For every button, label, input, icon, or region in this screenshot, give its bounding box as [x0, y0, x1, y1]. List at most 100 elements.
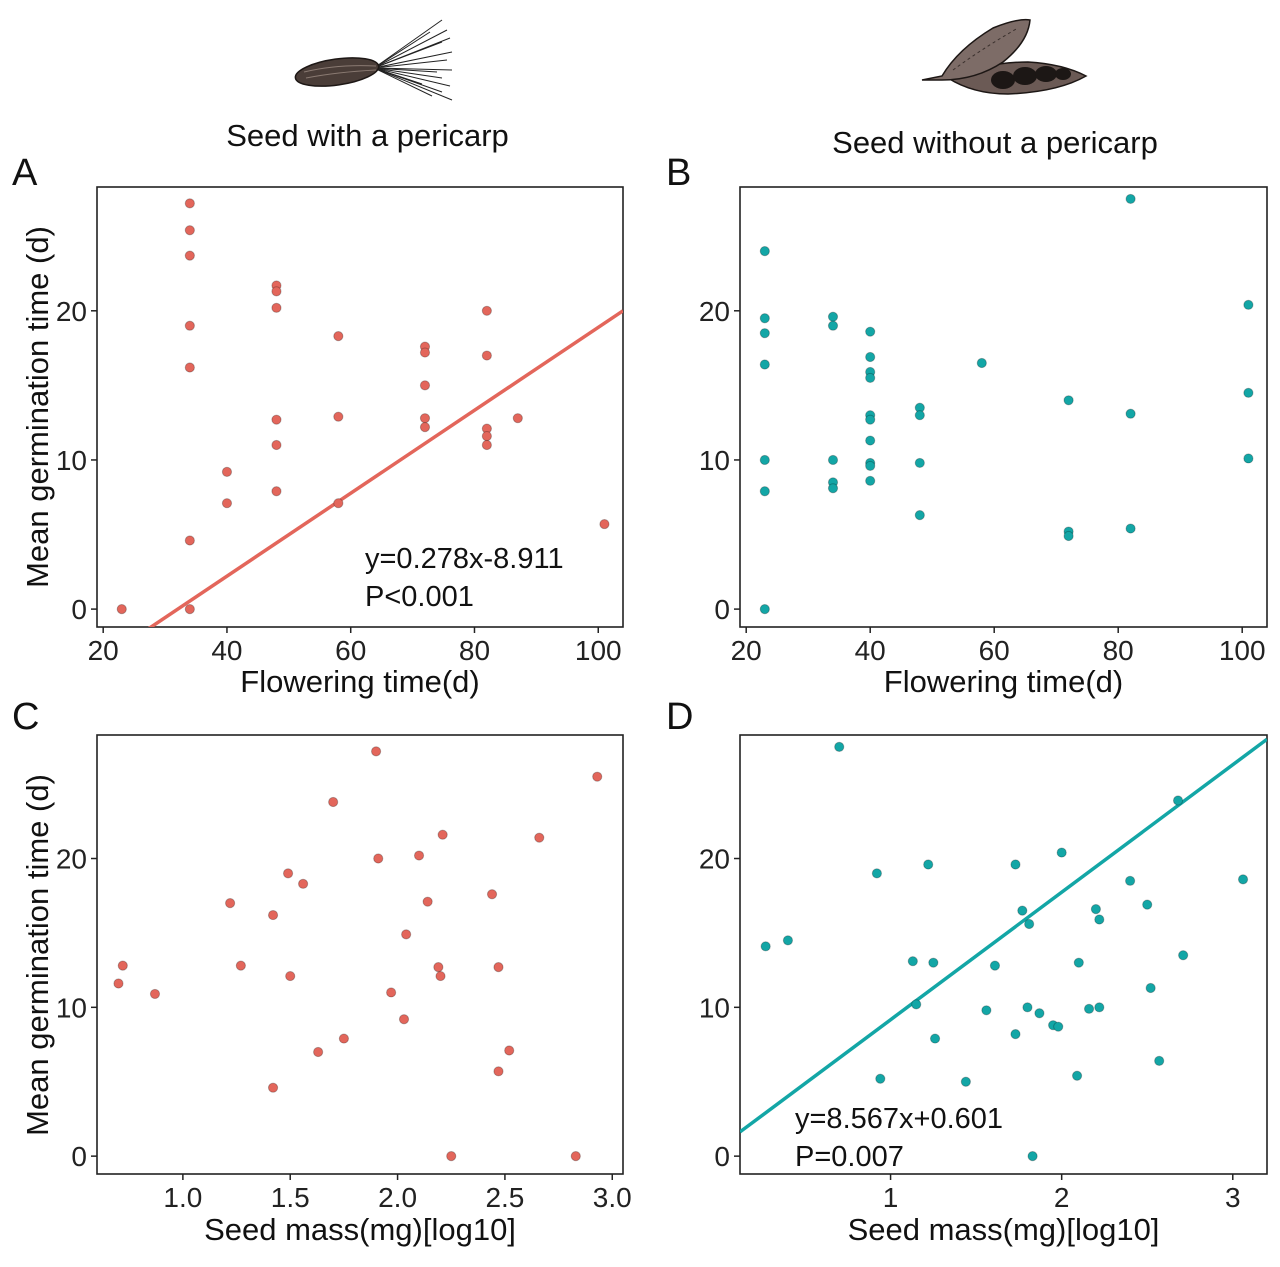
data-point	[333, 498, 344, 509]
data-point	[914, 457, 925, 469]
x-tick-label: 100	[575, 635, 622, 666]
data-point	[759, 604, 770, 615]
data-point	[759, 359, 770, 370]
x-axis-title: Seed mass(mg)[log10]	[204, 1212, 516, 1247]
panel-label-a: A	[12, 152, 38, 194]
x-tick-label: 100	[1219, 635, 1266, 666]
data-point	[827, 320, 839, 331]
data-point	[225, 898, 236, 909]
data-point	[1073, 957, 1084, 968]
data-point	[1056, 847, 1067, 858]
data-point	[419, 347, 431, 358]
data-point	[271, 302, 282, 313]
data-point	[1243, 299, 1254, 310]
header-title-left: Seed with a pericarp	[226, 118, 509, 153]
data-point	[1125, 523, 1136, 534]
data-point	[989, 960, 1001, 971]
data-point	[865, 460, 876, 472]
data-point	[911, 999, 922, 1010]
data-point	[759, 313, 770, 324]
regression-line-group	[740, 737, 1267, 1134]
x-tick-label: 2.5	[485, 1182, 524, 1213]
data-point	[865, 435, 876, 446]
data-point	[759, 486, 770, 497]
x-tick-label: 1.0	[163, 1182, 202, 1213]
data-point	[976, 357, 987, 369]
panel-label-b: B	[666, 152, 692, 194]
data-point	[1178, 950, 1189, 961]
data-point	[184, 362, 195, 373]
data-point	[570, 1151, 581, 1162]
data-point	[313, 1046, 324, 1058]
data-point	[1017, 905, 1028, 916]
data-point	[184, 535, 195, 546]
data-point	[865, 326, 876, 337]
data-point	[446, 1151, 457, 1162]
data-point	[865, 414, 876, 425]
data-point	[928, 957, 939, 968]
data-point	[486, 889, 498, 900]
regression-line	[147, 309, 623, 627]
y-tick-label: 0	[714, 1141, 730, 1172]
data-point	[1010, 1029, 1021, 1040]
data-point	[481, 305, 492, 316]
data-point	[285, 970, 296, 982]
y-tick-label: 20	[56, 844, 87, 875]
y-tick-label: 20	[699, 844, 730, 875]
data-point	[981, 1005, 992, 1016]
data-point	[184, 320, 195, 331]
data-point	[1125, 875, 1136, 886]
data-point	[113, 978, 124, 989]
plot-frame	[739, 734, 1268, 1175]
data-point	[1154, 1055, 1165, 1067]
data-point	[592, 771, 603, 782]
data-point	[1071, 1070, 1083, 1081]
x-tick-label: 20	[731, 635, 762, 666]
data-point	[221, 498, 233, 509]
data-point	[1010, 859, 1021, 870]
data-point	[1094, 914, 1105, 925]
data-point	[298, 878, 309, 889]
data-point	[1027, 1151, 1038, 1162]
data-point	[929, 1033, 941, 1044]
data-point	[184, 198, 195, 209]
data-point	[271, 486, 282, 497]
x-tick-label: 1	[883, 1182, 899, 1213]
data-point	[865, 372, 876, 384]
data-point	[493, 962, 504, 973]
data-point	[184, 225, 195, 236]
data-point	[221, 466, 233, 477]
data-point	[914, 410, 925, 421]
pod-upper-valve	[921, 18, 1031, 81]
data-point	[328, 796, 339, 808]
data-point	[1024, 918, 1035, 930]
data-point	[333, 411, 344, 422]
y-axis-title: Mean germination time (d)	[20, 226, 55, 588]
data-point	[1237, 874, 1249, 885]
y-tick-label: 10	[699, 445, 730, 476]
data-point	[1243, 387, 1254, 398]
data-point	[116, 604, 127, 615]
p-value: P<0.001	[365, 581, 474, 613]
data-point	[1125, 193, 1136, 205]
data-point	[1083, 1003, 1095, 1014]
x-tick-label: 80	[1103, 635, 1134, 666]
seed-body	[294, 57, 380, 87]
data-point	[782, 935, 794, 946]
data-point	[184, 250, 195, 261]
y-tick-label: 0	[714, 594, 730, 625]
x-tick-label: 80	[459, 635, 490, 666]
achene-with-pappus-icon	[294, 19, 453, 101]
regression-equation: y=0.278x-8.911	[365, 543, 564, 575]
y-tick-label: 10	[56, 445, 87, 476]
data-point	[373, 853, 384, 864]
data-point	[504, 1045, 515, 1056]
regression-equation: y=8.567x+0.601	[795, 1103, 1003, 1135]
panel-label-d: D	[666, 696, 694, 738]
data-point	[923, 859, 934, 870]
data-point	[271, 286, 282, 297]
plot-frame	[96, 734, 624, 1175]
data-point	[1172, 795, 1184, 806]
